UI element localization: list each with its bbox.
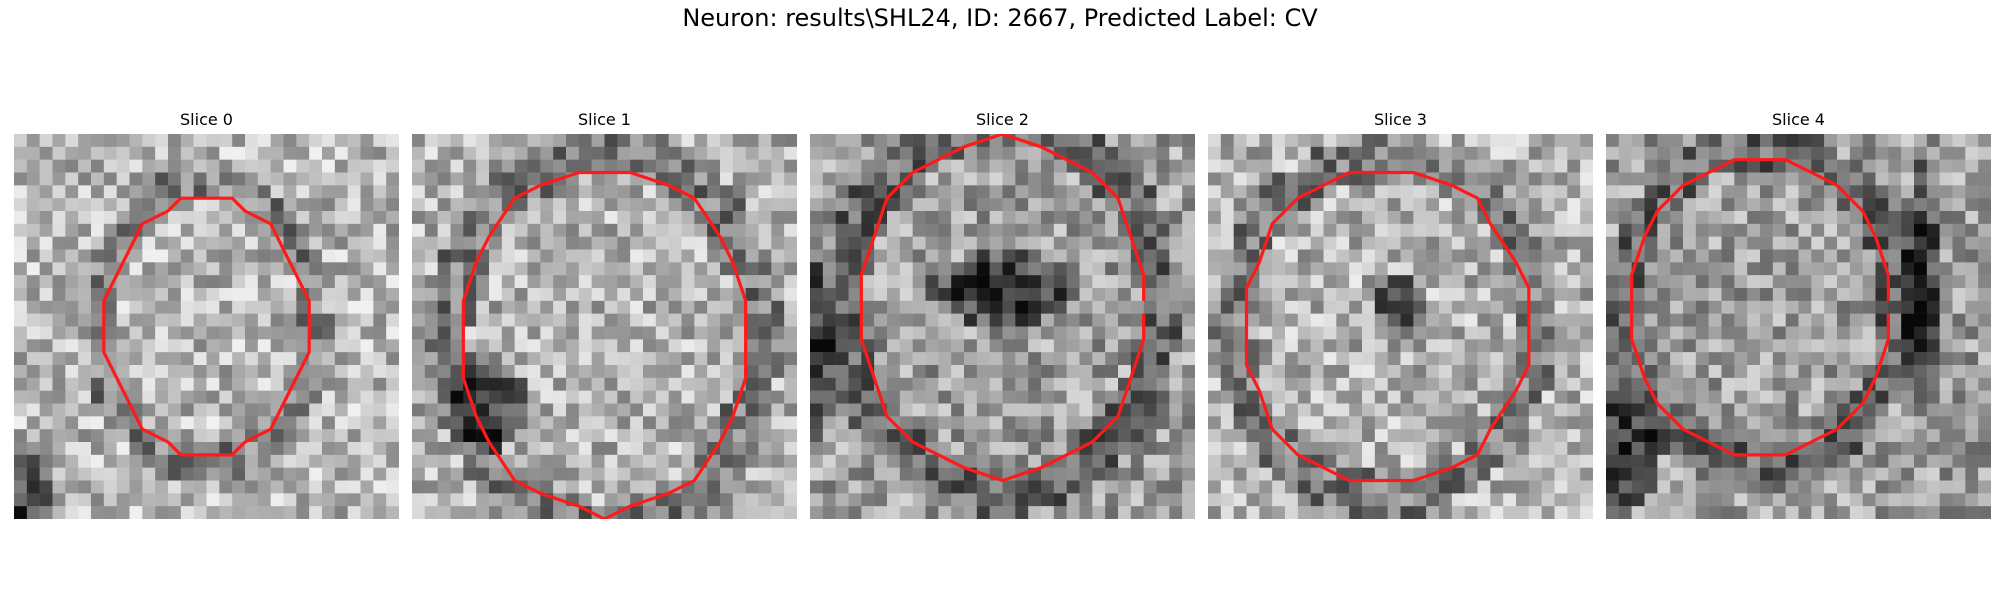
slice-panel-1: Slice 1 (412, 108, 797, 519)
slice-panel-2: Slice 2 (810, 108, 1195, 519)
slice-title: Slice 2 (810, 108, 1195, 132)
neuron-slice-image (810, 134, 1195, 519)
neuron-slice-image (1208, 134, 1593, 519)
figure-title: Neuron: results\SHL24, ID: 2667, Predict… (0, 4, 2000, 32)
neuron-slice-image (14, 134, 399, 519)
slice-title: Slice 4 (1606, 108, 1991, 132)
slice-panel-4: Slice 4 (1606, 108, 1991, 519)
slice-title: Slice 1 (412, 108, 797, 132)
slice-title: Slice 3 (1208, 108, 1593, 132)
slice-panel-0: Slice 0 (14, 108, 399, 519)
neuron-slice-image (1606, 134, 1991, 519)
slice-title: Slice 0 (14, 108, 399, 132)
neuron-slice-image (412, 134, 797, 519)
slice-panel-3: Slice 3 (1208, 108, 1593, 519)
